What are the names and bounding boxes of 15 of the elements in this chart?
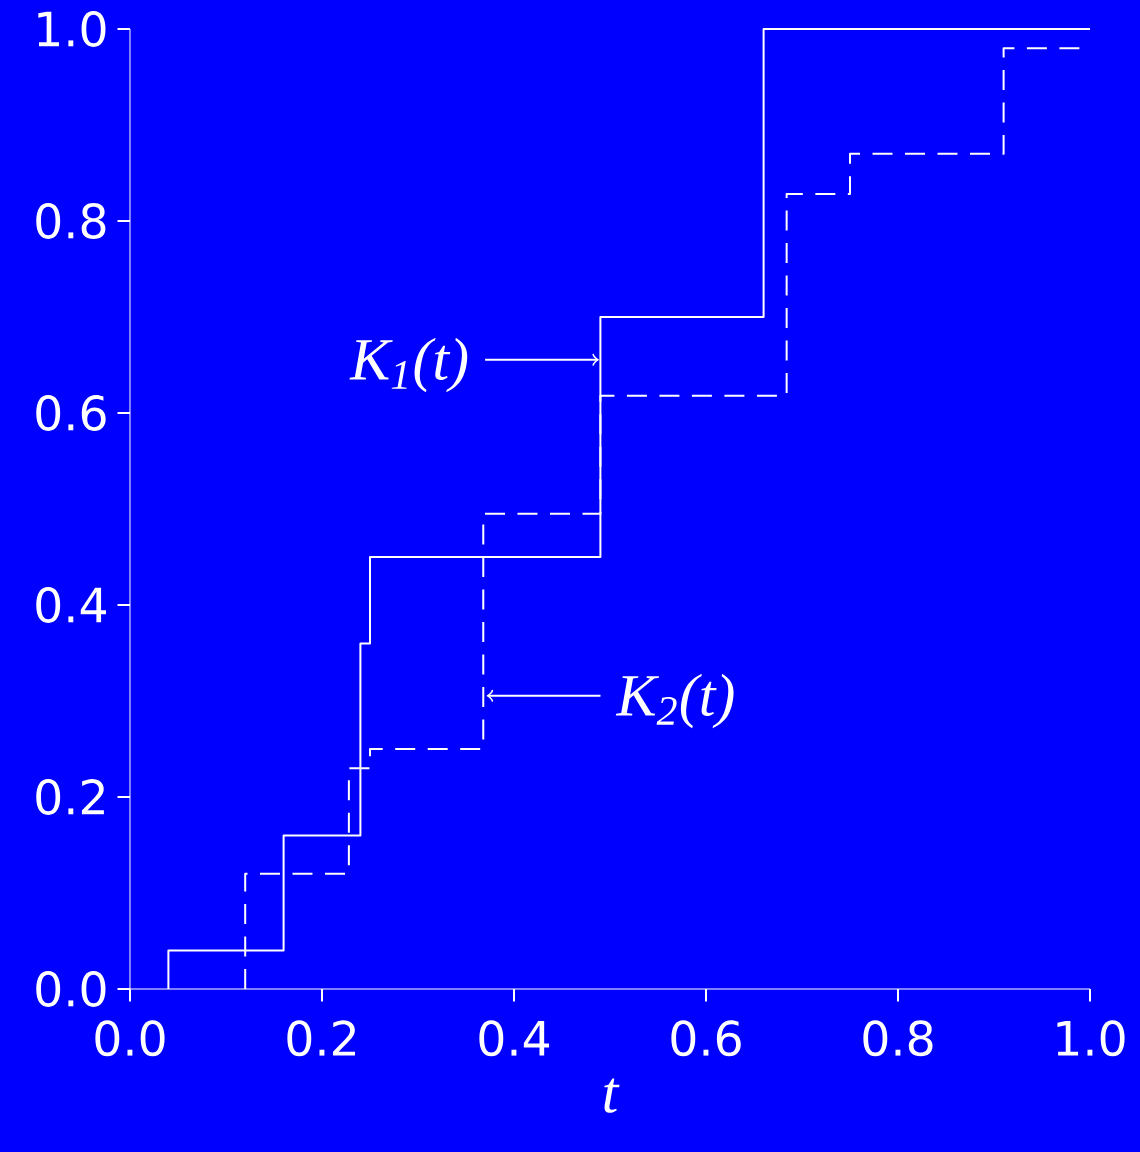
y-tick-label: 0.4 [36,587,106,623]
y-tick-label: 0.6 [36,395,106,431]
y-tick-label: 0.8 [36,203,106,239]
y-tick-label: 0.2 [36,779,104,815]
x-axis-title: t [604,1078,620,1113]
y-tick-label: 1.0 [38,11,106,47]
annotation: K$_{2}$(t) [615,673,734,729]
annotation: K$_{1}$(t) [349,337,468,393]
x-tick-label: 1.0 [1057,1020,1125,1057]
y-tick-label: 0.0 [36,971,106,1007]
x-tick-label: 0.0 [95,1020,165,1057]
x-tick-label: 0.6 [671,1020,741,1057]
x-tick-label: 0.2 [287,1020,355,1057]
x-tick-label: 0.8 [863,1020,933,1057]
x-tick-label: 0.4 [479,1020,550,1057]
